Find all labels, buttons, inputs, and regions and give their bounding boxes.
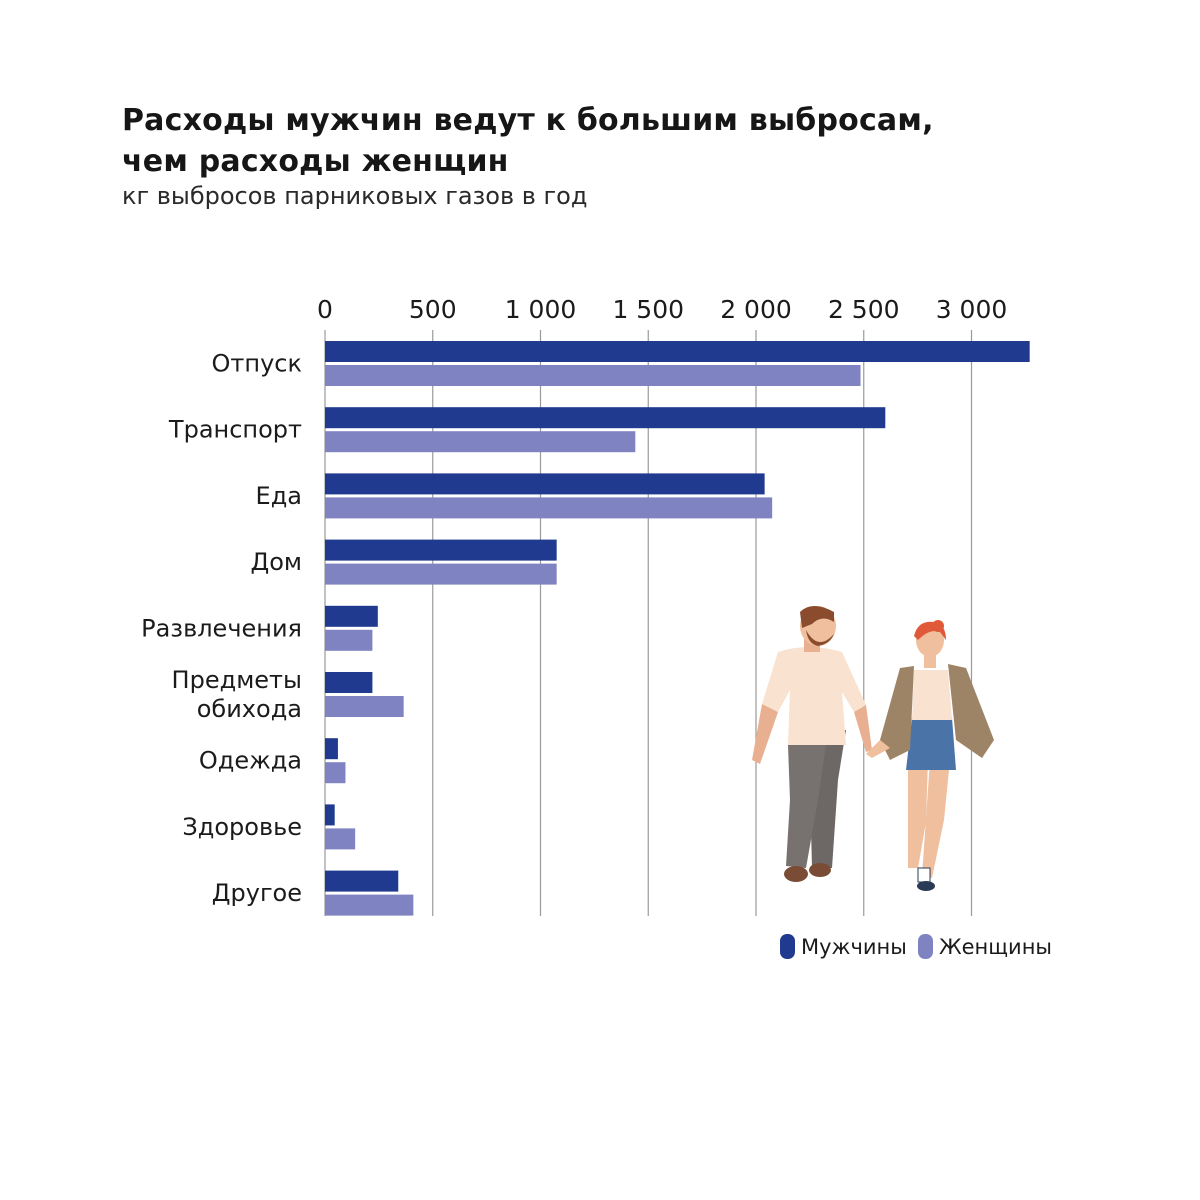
x-tick-label: 0 xyxy=(317,295,333,324)
bar-men xyxy=(325,539,557,561)
chart-title-line-2: чем расходы женщин xyxy=(122,144,509,179)
category-label: обихода xyxy=(197,695,302,723)
category-label: Отпуск xyxy=(212,350,302,378)
bar-men xyxy=(325,605,378,627)
chart-subtitle: кг выбросов парниковых газов в год xyxy=(122,182,588,210)
x-axis-ticks: 0 500 1 000 1 500 2 000 2 500 3 000 xyxy=(317,295,1007,324)
bar-women xyxy=(325,828,356,850)
category-label: Другое xyxy=(212,879,302,907)
bar-women xyxy=(325,629,373,651)
bar-men xyxy=(325,738,338,760)
category-label: Одежда xyxy=(199,747,302,775)
category-label: Предметы xyxy=(172,666,302,694)
bar-men xyxy=(325,473,765,495)
bar-women xyxy=(325,894,414,916)
x-tick-label: 2 000 xyxy=(720,295,792,324)
x-tick-label: 500 xyxy=(409,295,457,324)
legend-label-men: Мужчины xyxy=(801,935,907,959)
chart-bars xyxy=(325,341,1030,916)
bar-men xyxy=(325,804,335,826)
legend-label-women: Женщины xyxy=(939,935,1052,959)
category-label: Дом xyxy=(250,548,302,576)
x-tick-label: 2 500 xyxy=(828,295,900,324)
bar-men xyxy=(325,672,373,693)
bar-women xyxy=(325,431,636,453)
bar-men xyxy=(325,341,1030,362)
chart-title: Расходы мужчин ведут к большим выбросам,… xyxy=(122,100,1082,182)
bar-men xyxy=(325,870,399,892)
legend-swatch-women xyxy=(918,934,933,959)
x-tick-label: 1 500 xyxy=(612,295,684,324)
x-tick-label: 1 000 xyxy=(505,295,577,324)
walking-couple-illustration xyxy=(752,606,994,891)
woman-figure-icon xyxy=(866,620,994,891)
bar-men xyxy=(325,407,886,429)
category-label: Здоровье xyxy=(182,813,302,841)
category-label: Еда xyxy=(256,482,302,510)
chart-legend: Мужчины Женщины xyxy=(780,934,1052,959)
bar-women xyxy=(325,696,404,717)
bar-women xyxy=(325,497,773,519)
bar-women xyxy=(325,762,346,784)
category-label: Транспорт xyxy=(168,416,302,444)
bar-women xyxy=(325,365,861,386)
x-tick-label: 3 000 xyxy=(936,295,1008,324)
chart-title-line-1: Расходы мужчин ведут к большим выбросам, xyxy=(122,103,934,138)
legend-swatch-men xyxy=(780,934,795,959)
bar-women xyxy=(325,563,557,585)
category-label: Развлечения xyxy=(141,614,302,642)
man-figure-icon xyxy=(752,606,872,882)
category-labels: Отпуск Транспорт Еда Дом Развлечения Предметы… xyxy=(141,350,302,908)
